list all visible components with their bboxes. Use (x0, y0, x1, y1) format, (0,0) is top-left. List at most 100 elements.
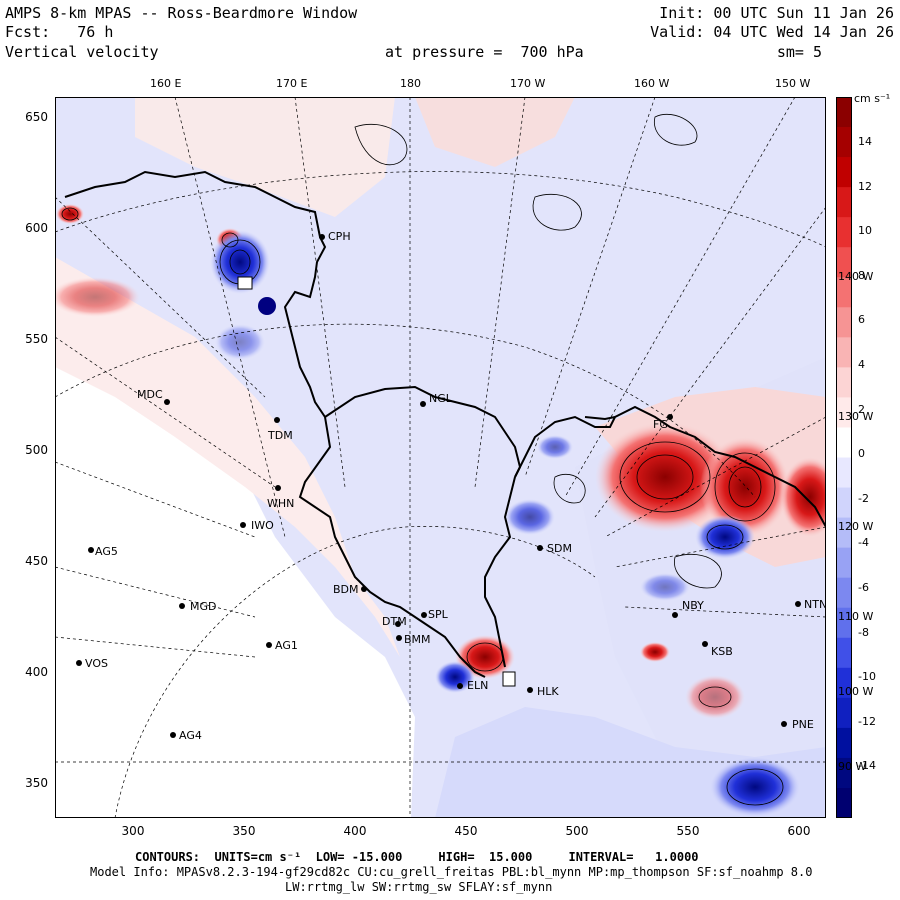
y-tick-label: 450 (25, 554, 48, 568)
colorbar-band (836, 697, 852, 729)
station-marker[interactable] (319, 234, 325, 240)
strong-ascent-core (700, 437, 790, 537)
colorbar-band (836, 97, 852, 128)
station-label: WHN (267, 497, 294, 510)
no-data-region (55, 337, 415, 818)
colorbar-band (836, 577, 852, 609)
lon-label-right: 140 W (838, 270, 874, 283)
station-marker[interactable] (795, 601, 801, 607)
lon-label: 170 E (276, 77, 308, 90)
strong-ascent-core (56, 204, 84, 224)
strong-descent-core (210, 230, 270, 294)
colorbar-label: 4 (858, 358, 865, 371)
station-marker[interactable] (672, 612, 678, 618)
station-label: NBY (682, 599, 704, 612)
coastline (64, 170, 826, 678)
strong-descent-core (710, 757, 800, 817)
station-label: SDM (547, 542, 572, 555)
station-label: CPH (328, 230, 351, 243)
colorbar-label: -14 (858, 759, 876, 773)
colorbar-label: -2 (858, 491, 869, 505)
station-marker[interactable] (266, 642, 272, 648)
station-label: ELN (467, 679, 488, 692)
ascent-patch (55, 277, 140, 317)
descent-patch (215, 324, 265, 360)
strong-ascent-core (780, 457, 826, 537)
lon-label: 180 (400, 77, 421, 90)
station-label: DTM (382, 615, 407, 628)
y-tick-label: 400 (25, 665, 48, 679)
station-marker[interactable] (76, 660, 82, 666)
descent-patch (640, 573, 690, 601)
y-tick-label: 600 (25, 221, 48, 235)
pressure-level: at pressure = 700 hPa (385, 43, 584, 61)
station-marker[interactable] (164, 399, 170, 405)
lon-label: 160 W (634, 77, 670, 90)
model-info-physics: LW:rrtmg_lw SW:rrtmg_sw SFLAY:sf_mynn (285, 880, 553, 894)
y-tick-label: 500 (25, 443, 48, 457)
contour-lines (61, 113, 784, 806)
vertical-velocity-map[interactable]: CPH MDC NGL TDM FG WHN IWO AG5 SDM BDM M… (55, 97, 826, 818)
colorbar-label: 2 (858, 402, 865, 416)
lon-label-right: 110 W (838, 610, 874, 623)
x-tick-label: 500 (565, 824, 589, 838)
contour-info: CONTOURS: UNITS=cm s⁻¹ LOW= -15.000 HIGH… (135, 850, 699, 864)
colorbar-label: -12 (858, 714, 876, 728)
station-marker[interactable] (395, 621, 401, 627)
map-frame (55, 97, 826, 818)
smoothing-value: sm= 5 (776, 43, 822, 61)
colorbar-band (836, 727, 852, 759)
station-marker[interactable] (527, 687, 533, 693)
graticule (55, 97, 826, 818)
colorbar-band (836, 127, 852, 158)
colorbar-band (836, 547, 852, 579)
station-label: TDM (267, 429, 293, 442)
window-title: AMPS 8-km MPAS -- Ross-Beardmore Window (5, 4, 358, 22)
station-label: FG (653, 418, 668, 431)
colorbar-band (836, 667, 852, 699)
lon-label-right: 130 W (838, 410, 874, 423)
strong-descent-core (435, 661, 475, 693)
colorbar-band (836, 517, 852, 549)
station-marker[interactable] (537, 545, 543, 551)
lon-label-right: 120 W (838, 520, 874, 533)
station-marker[interactable] (179, 603, 185, 609)
station-marker[interactable] (702, 641, 708, 647)
valid-time: Valid: 04 UTC Wed 14 Jan 26 (650, 23, 894, 41)
station-marker[interactable] (667, 414, 673, 420)
colorbar-label: 6 (858, 313, 865, 327)
station-marker[interactable] (781, 721, 787, 727)
station-marker[interactable] (170, 732, 176, 738)
station-marker[interactable] (361, 586, 367, 592)
colorbar-label: -10 (858, 670, 876, 684)
descent-patch (537, 435, 573, 459)
weak-ascent-region (415, 97, 575, 167)
colorbar-label: 14 (858, 135, 872, 148)
station-marker[interactable] (88, 547, 94, 553)
colorbar-band (836, 247, 852, 278)
forecast-hour: Fcst: 76 h (5, 23, 114, 41)
colorbar-band (836, 337, 852, 368)
station-label: PNE (792, 718, 814, 731)
station-marker[interactable] (275, 485, 281, 491)
colorbar-band (836, 787, 852, 818)
station-label: HLK (537, 685, 559, 698)
station-marker[interactable] (274, 417, 280, 423)
x-tick-label: 350 (232, 824, 256, 838)
station-marker[interactable] (396, 635, 402, 641)
colorbar-band (836, 277, 852, 308)
station-label: NGL (429, 392, 453, 405)
colorbar-label: -6 (858, 581, 869, 594)
station-marker[interactable] (420, 401, 426, 407)
colorbar-label: -4 (858, 536, 869, 550)
vortex-marker (502, 671, 516, 687)
colorbar-band (836, 157, 852, 188)
station-marker[interactable] (421, 612, 427, 618)
model-info: Model Info: MPASv8.2.3-194-gf29cd82c CU:… (90, 865, 813, 879)
colorbar-units: cm s⁻¹ (854, 92, 891, 105)
descent-patch (505, 499, 555, 535)
station-marker[interactable] (457, 683, 463, 689)
vortex-marker (237, 276, 253, 290)
station-label: AG4 (179, 729, 202, 742)
station-marker[interactable] (240, 522, 246, 528)
